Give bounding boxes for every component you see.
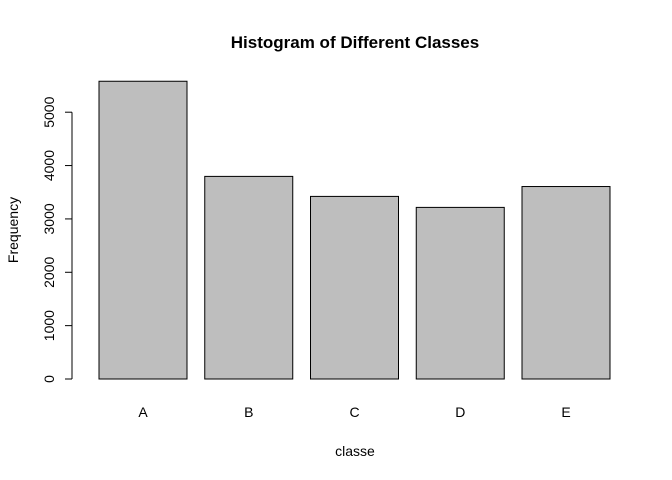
x-tick-label: C [349, 404, 359, 420]
x-tick-label: A [138, 404, 148, 420]
bar-c [310, 195, 399, 380]
x-tick-label: B [244, 404, 253, 420]
y-tick-label: 3000 [41, 203, 57, 234]
y-tick-label: 2000 [41, 256, 57, 287]
bar-b [204, 175, 294, 380]
y-tick-label: 5000 [41, 96, 57, 127]
y-tick-label: 1000 [41, 310, 57, 341]
bar-d [415, 206, 505, 380]
bar-e [521, 186, 611, 380]
y-axis: 0 1000 2000 3000 4000 5000 [41, 96, 73, 383]
x-tick-labels: A B C D E [138, 404, 570, 420]
y-tick-label: 0 [41, 375, 57, 383]
y-axis-label: Frequency [5, 197, 21, 263]
x-tick-label: E [561, 404, 570, 420]
x-axis-label: classe [335, 443, 375, 459]
y-tick-label: 4000 [41, 150, 57, 181]
x-tick-label: D [455, 404, 465, 420]
bar-a [98, 80, 188, 380]
bars [98, 80, 611, 380]
chart-title: Histogram of Different Classes [231, 33, 479, 52]
